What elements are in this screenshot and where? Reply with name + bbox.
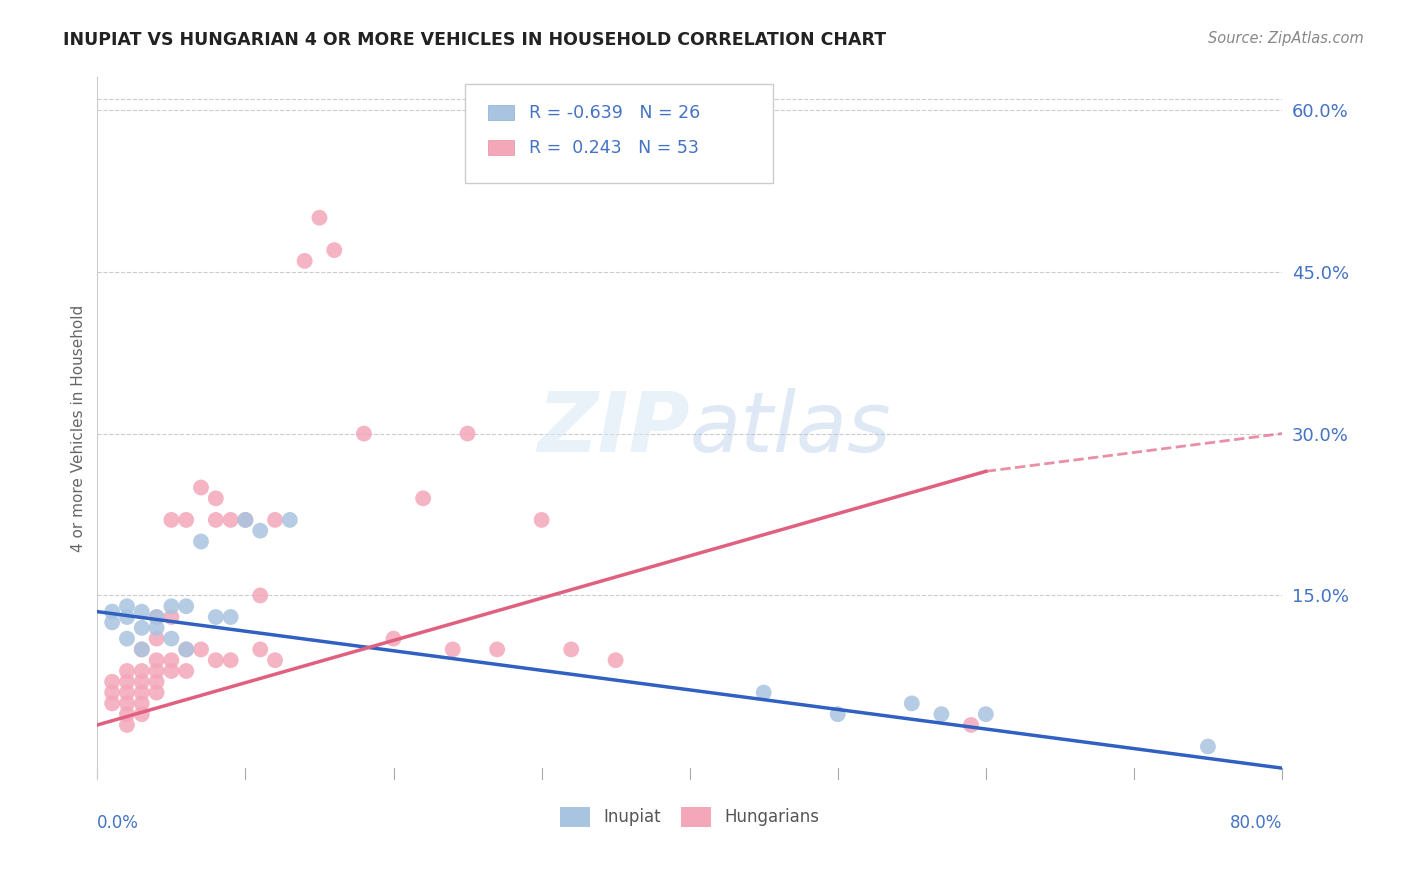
- Point: [174, 513, 197, 527]
- Point: [131, 664, 153, 678]
- Point: [174, 642, 197, 657]
- Point: [264, 653, 287, 667]
- Point: [219, 513, 242, 527]
- Point: [219, 653, 242, 667]
- Point: [560, 642, 582, 657]
- Point: [1197, 739, 1219, 754]
- Point: [190, 642, 212, 657]
- Point: [249, 642, 271, 657]
- Point: [101, 697, 124, 711]
- Point: [204, 610, 226, 624]
- Bar: [488, 104, 515, 120]
- Point: [115, 664, 138, 678]
- Point: [382, 632, 405, 646]
- Point: [974, 707, 997, 722]
- Point: [115, 674, 138, 689]
- Point: [115, 599, 138, 614]
- FancyBboxPatch shape: [464, 85, 772, 183]
- Point: [115, 718, 138, 732]
- Text: Source: ZipAtlas.com: Source: ZipAtlas.com: [1208, 31, 1364, 46]
- Point: [131, 621, 153, 635]
- Point: [145, 653, 167, 667]
- Point: [145, 664, 167, 678]
- Point: [219, 610, 242, 624]
- Point: [204, 513, 226, 527]
- Point: [264, 513, 287, 527]
- Point: [145, 621, 167, 635]
- Point: [752, 685, 775, 699]
- Point: [605, 653, 627, 667]
- Point: [145, 610, 167, 624]
- Point: [160, 653, 183, 667]
- Point: [101, 615, 124, 630]
- Point: [457, 426, 479, 441]
- Point: [101, 605, 124, 619]
- Point: [101, 674, 124, 689]
- Point: [174, 642, 197, 657]
- Point: [115, 685, 138, 699]
- Y-axis label: 4 or more Vehicles in Household: 4 or more Vehicles in Household: [72, 304, 86, 552]
- Point: [249, 524, 271, 538]
- Text: R =  0.243   N = 53: R = 0.243 N = 53: [529, 138, 699, 157]
- Point: [115, 707, 138, 722]
- Point: [235, 513, 257, 527]
- Point: [249, 589, 271, 603]
- Text: R = -0.639   N = 26: R = -0.639 N = 26: [529, 103, 700, 121]
- Point: [160, 632, 183, 646]
- Point: [323, 243, 346, 257]
- Point: [131, 685, 153, 699]
- Text: 80.0%: 80.0%: [1230, 814, 1282, 832]
- Point: [204, 653, 226, 667]
- Point: [441, 642, 464, 657]
- Point: [115, 697, 138, 711]
- Point: [960, 718, 983, 732]
- Point: [412, 491, 434, 506]
- Point: [174, 664, 197, 678]
- Point: [145, 632, 167, 646]
- Point: [145, 610, 167, 624]
- Point: [131, 674, 153, 689]
- Text: atlas: atlas: [690, 388, 891, 468]
- Point: [101, 685, 124, 699]
- Point: [131, 697, 153, 711]
- Point: [115, 632, 138, 646]
- Bar: [488, 140, 515, 155]
- Point: [931, 707, 953, 722]
- Point: [235, 513, 257, 527]
- Point: [900, 697, 922, 711]
- Point: [145, 674, 167, 689]
- Text: INUPIAT VS HUNGARIAN 4 OR MORE VEHICLES IN HOUSEHOLD CORRELATION CHART: INUPIAT VS HUNGARIAN 4 OR MORE VEHICLES …: [63, 31, 886, 49]
- Point: [827, 707, 849, 722]
- Point: [131, 642, 153, 657]
- Point: [190, 481, 212, 495]
- Point: [131, 707, 153, 722]
- Point: [486, 642, 509, 657]
- Point: [530, 513, 553, 527]
- Point: [294, 253, 316, 268]
- Point: [115, 610, 138, 624]
- Point: [353, 426, 375, 441]
- Legend: Inupiat, Hungarians: Inupiat, Hungarians: [554, 800, 825, 834]
- Point: [131, 605, 153, 619]
- Point: [160, 664, 183, 678]
- Point: [131, 642, 153, 657]
- Point: [160, 513, 183, 527]
- Point: [278, 513, 301, 527]
- Point: [190, 534, 212, 549]
- Point: [145, 685, 167, 699]
- Text: 0.0%: 0.0%: [97, 814, 139, 832]
- Point: [204, 491, 226, 506]
- Point: [174, 599, 197, 614]
- Point: [160, 610, 183, 624]
- Text: ZIP: ZIP: [537, 388, 690, 468]
- Point: [160, 599, 183, 614]
- Point: [308, 211, 330, 225]
